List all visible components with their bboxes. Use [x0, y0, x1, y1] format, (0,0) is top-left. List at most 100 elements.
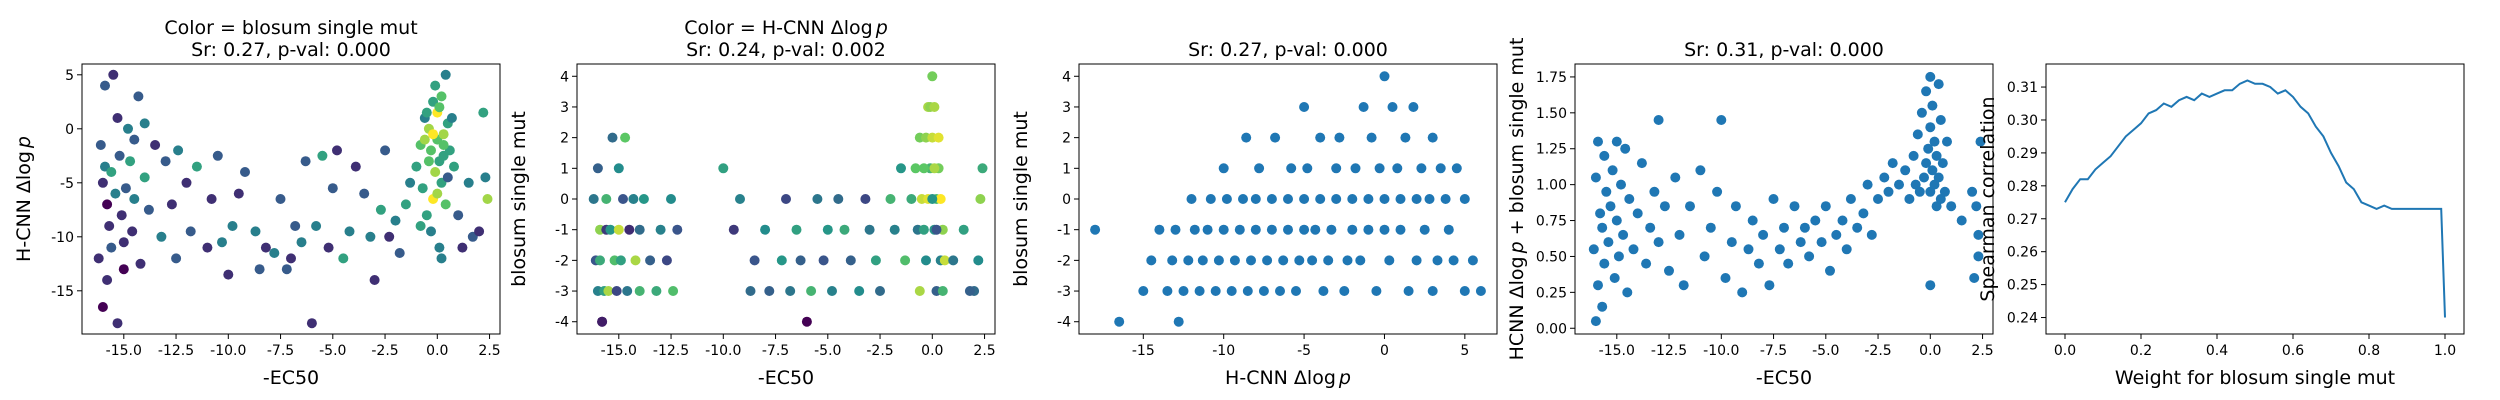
- data-point: [607, 132, 618, 143]
- data-point: [419, 134, 430, 145]
- data-point: [620, 132, 631, 143]
- chart-panel-5: 0.0 0.2 0.4 0.6 0.8 1.0 0.24 0.25 0.26 0.27 0.28 0.…: [1977, 63, 2465, 389]
- x-tick-label: 2.5: [478, 343, 500, 359]
- data-point: [166, 199, 177, 210]
- data-point: [1967, 186, 1978, 197]
- data-point: [1795, 237, 1806, 248]
- data-point: [1229, 255, 1240, 266]
- data-point: [896, 163, 906, 174]
- y-tick-label: -15: [51, 284, 74, 300]
- data-point: [1138, 286, 1149, 296]
- x-tick-label: 5: [1460, 343, 1469, 359]
- data-point: [1588, 244, 1599, 255]
- y-tick-label: -10: [51, 230, 74, 246]
- data-point: [440, 69, 451, 80]
- data-point: [202, 242, 213, 253]
- chart-title: Sr: 0.27, p-val: 0.000: [1188, 39, 1388, 61]
- data-point: [931, 224, 942, 235]
- data-point: [108, 69, 119, 80]
- data-point: [1887, 158, 1898, 169]
- data-point: [975, 194, 986, 204]
- data-point: [296, 237, 307, 248]
- data-point: [672, 224, 683, 235]
- data-point: [718, 163, 729, 174]
- data-point: [588, 194, 599, 204]
- data-point: [1205, 194, 1216, 204]
- data-point: [1197, 255, 1208, 266]
- data-point: [1090, 224, 1101, 235]
- data-point: [1347, 194, 1358, 204]
- data-point: [127, 226, 138, 237]
- data-point: [973, 255, 984, 266]
- data-point: [801, 316, 812, 327]
- data-point: [223, 269, 234, 280]
- data-point: [745, 286, 756, 296]
- x-tick-label: -5.0: [814, 343, 841, 359]
- data-point: [430, 80, 441, 91]
- data-point: [910, 163, 921, 174]
- data-point: [1659, 201, 1670, 212]
- data-point: [411, 161, 422, 172]
- data-point: [1641, 258, 1652, 269]
- y-tick-label: -5: [60, 176, 74, 192]
- x-axis-label: H-CNN Δlog p: [1225, 367, 1351, 389]
- x-tick-label: -7.5: [762, 343, 789, 359]
- y-axis-label: HCNN Δlogp + blosum single mut: [1506, 38, 1528, 361]
- data-point: [1837, 215, 1848, 226]
- y-tick-label: 0.25: [1536, 285, 1567, 301]
- data-point: [630, 255, 641, 266]
- data-point: [275, 194, 286, 204]
- data-point: [1218, 163, 1229, 174]
- data-point: [1384, 255, 1395, 266]
- x-tick-label: -10.0: [1703, 343, 1739, 359]
- data-point: [1908, 150, 1919, 161]
- x-tick-label: -12.5: [1651, 343, 1687, 359]
- data-point: [615, 255, 626, 266]
- data-point: [1607, 165, 1618, 176]
- y-tick-label: 1.75: [1536, 70, 1567, 86]
- data-point: [1973, 251, 1984, 262]
- data-point: [281, 264, 292, 275]
- data-point: [95, 140, 106, 150]
- data-point: [311, 221, 322, 231]
- data-point: [1601, 186, 1612, 197]
- data-point: [260, 242, 271, 253]
- data-point: [1743, 244, 1754, 255]
- data-point: [1403, 286, 1414, 296]
- data-point: [1291, 286, 1301, 296]
- data-point: [102, 275, 113, 285]
- data-point: [106, 242, 117, 253]
- data-point: [1605, 201, 1616, 212]
- data-point: [1218, 224, 1229, 235]
- data-point: [1622, 287, 1633, 298]
- data-point: [918, 224, 929, 235]
- data-point: [181, 177, 192, 188]
- chart-title: Sr: 0.31, p-val: 0.000: [1684, 39, 1884, 61]
- data-point: [290, 221, 301, 231]
- data-point: [628, 194, 639, 204]
- y-tick-label: -1: [555, 223, 569, 239]
- data-point: [426, 145, 436, 156]
- data-point: [1379, 224, 1390, 235]
- y-tick-label: 0.31: [2007, 80, 2038, 96]
- data-point: [440, 199, 451, 210]
- x-tick-label: 0.0: [1919, 343, 1941, 359]
- data-point: [434, 242, 445, 253]
- data-point: [1852, 222, 1863, 233]
- data-point: [269, 248, 280, 258]
- x-tick-label: 0.8: [2358, 343, 2380, 359]
- data-point: [139, 118, 150, 129]
- data-point: [964, 286, 975, 296]
- x-tick-label: -15.0: [601, 343, 637, 359]
- data-point: [812, 194, 823, 204]
- data-point: [1283, 194, 1293, 204]
- data-point: [827, 286, 837, 296]
- data-point: [240, 167, 250, 177]
- data-point: [1213, 255, 1224, 266]
- data-point: [914, 286, 925, 296]
- data-point: [929, 163, 940, 174]
- data-point: [129, 134, 140, 145]
- data-point: [1611, 136, 1622, 147]
- data-point: [1726, 237, 1737, 248]
- data-point: [1435, 163, 1446, 174]
